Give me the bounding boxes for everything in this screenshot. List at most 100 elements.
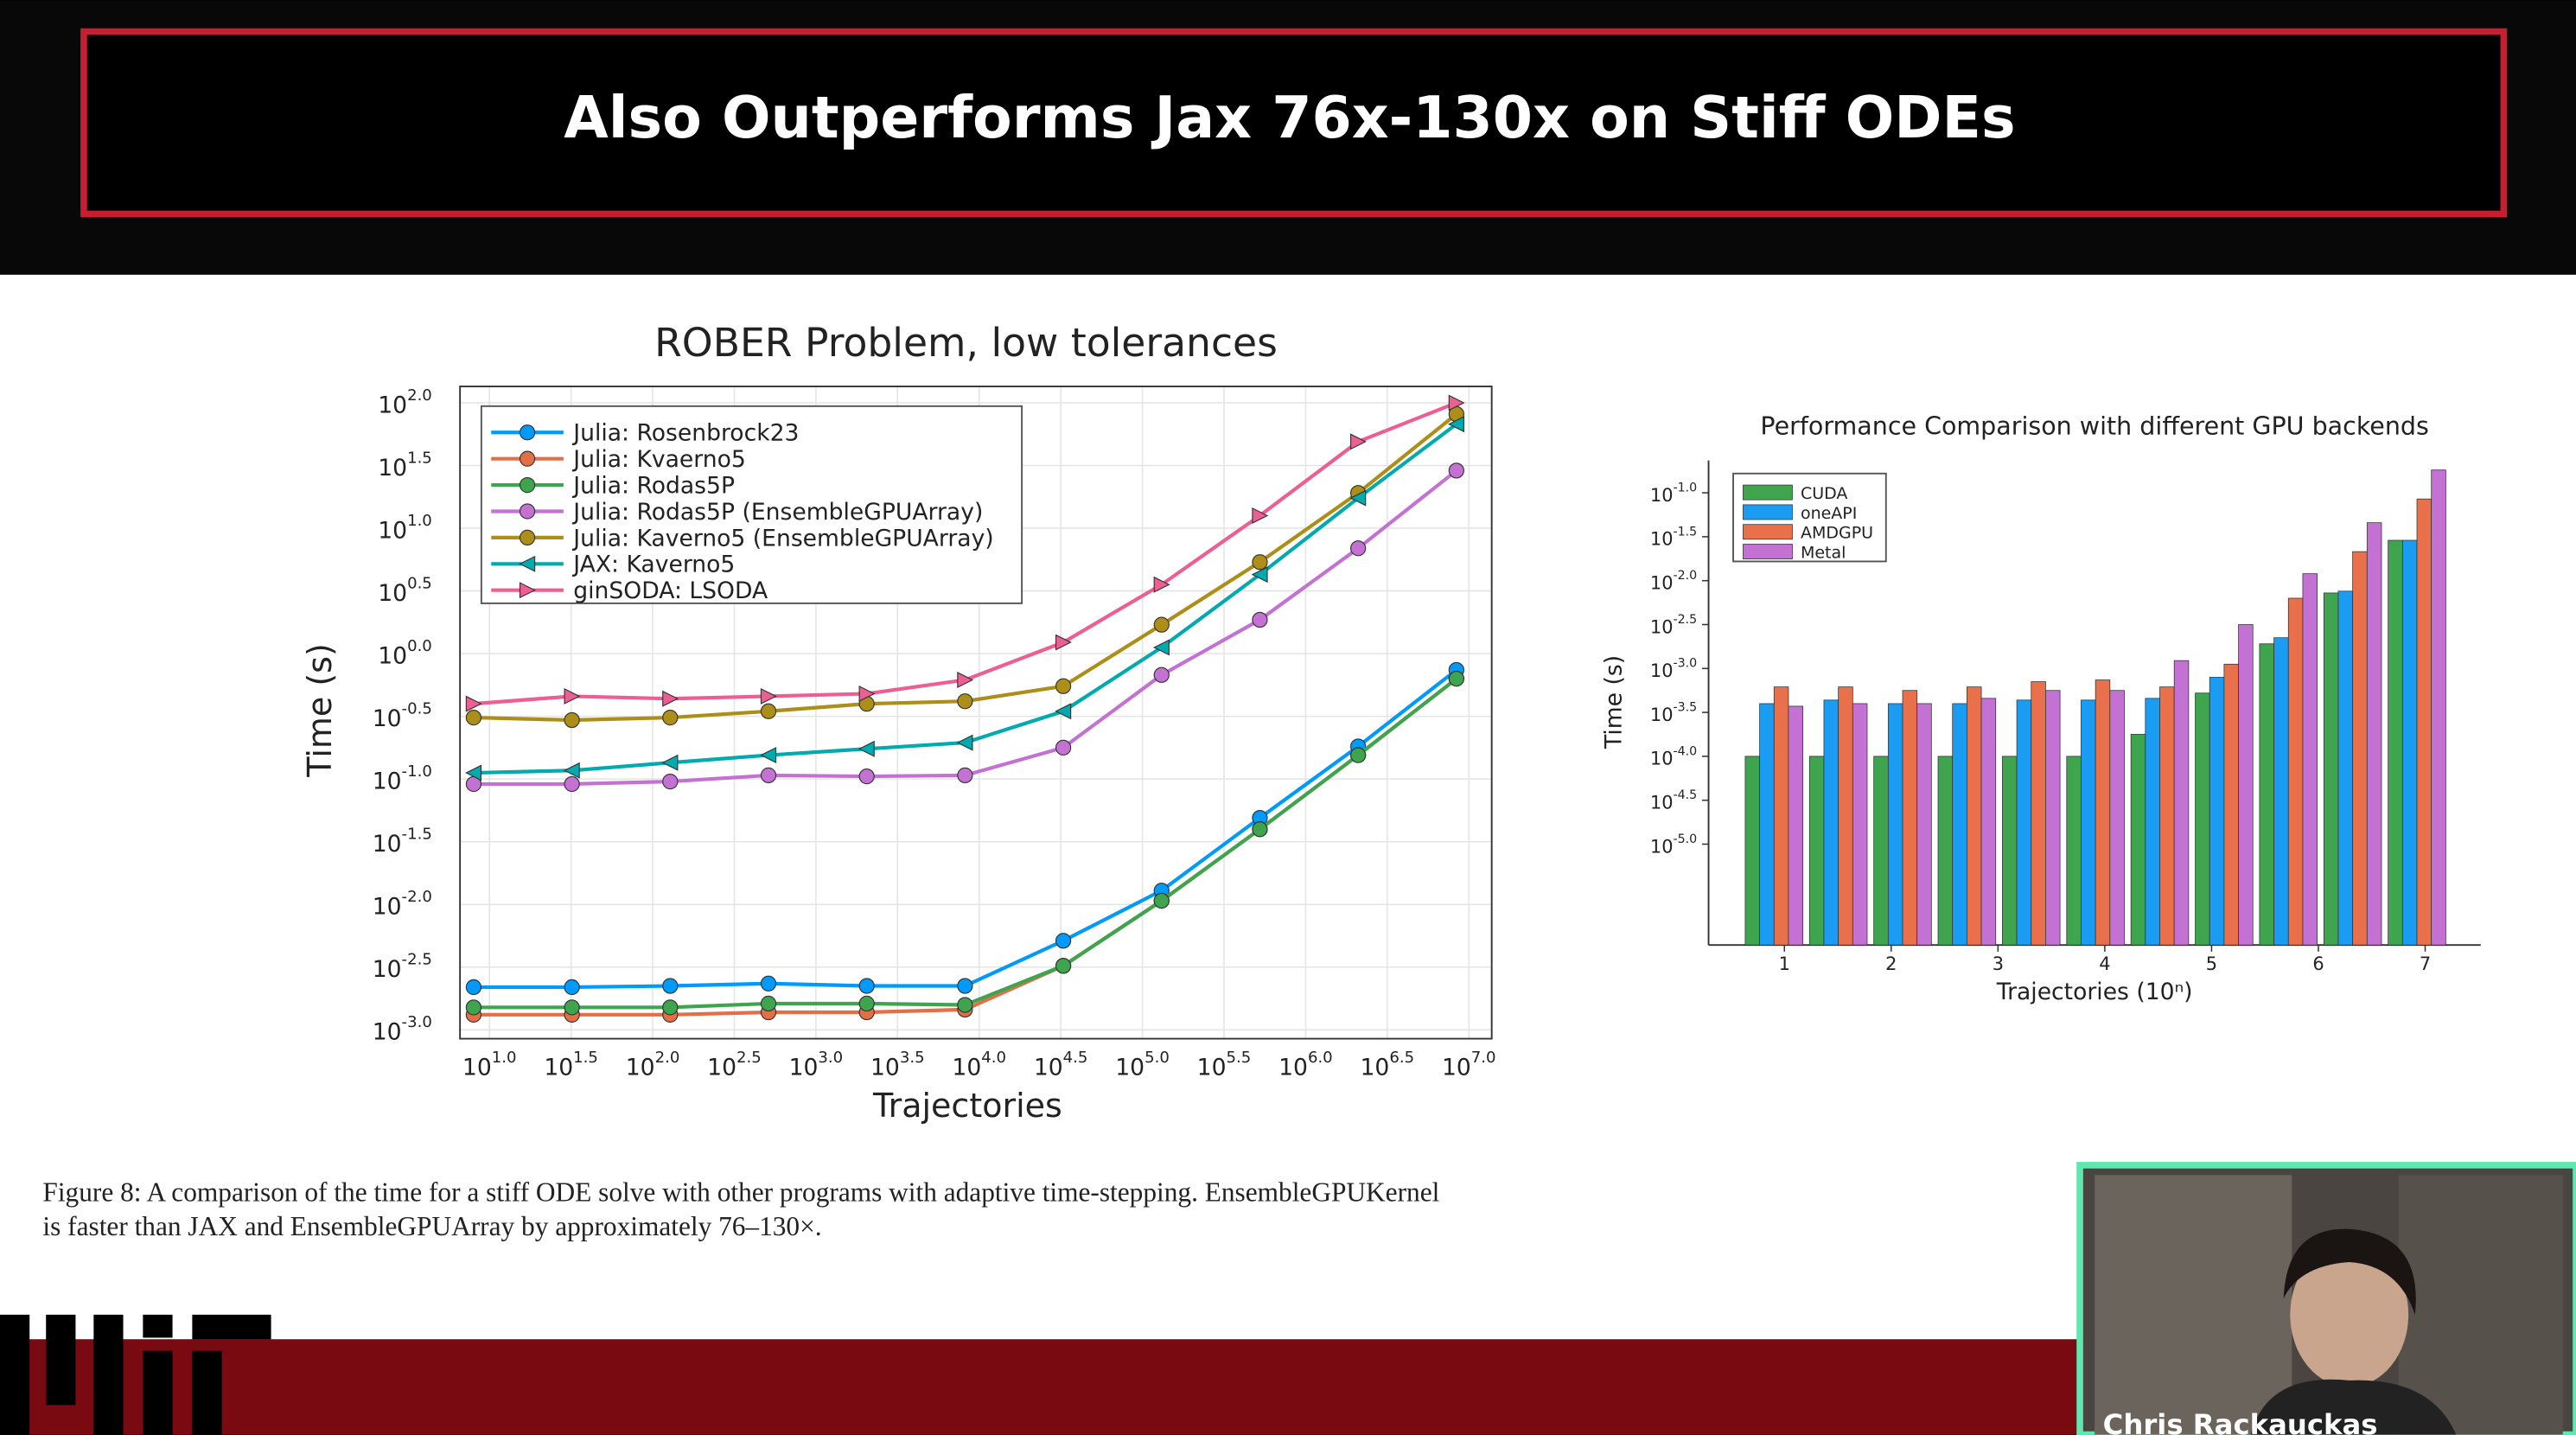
- bar: [2159, 686, 2175, 946]
- bar: [1887, 703, 1903, 946]
- bar: [2273, 637, 2289, 946]
- bar: [1937, 756, 1954, 946]
- bar: [2031, 681, 2046, 946]
- marker: [1055, 634, 1072, 651]
- y-axis-label: Time (s): [301, 643, 339, 778]
- bar: [2302, 573, 2318, 946]
- bar: [2173, 660, 2190, 946]
- legend-swatch: [1743, 504, 1793, 520]
- tick-exponent: -4.5: [1674, 788, 1698, 802]
- marker: [1448, 462, 1464, 479]
- marker: [662, 709, 679, 726]
- marker: [760, 767, 777, 784]
- bar: [1788, 705, 1804, 946]
- tick-exponent: 0.0: [407, 637, 432, 655]
- bar: [2045, 690, 2061, 946]
- marker: [1152, 639, 1170, 656]
- tick-exponent: -3.5: [1674, 700, 1698, 714]
- marker: [465, 695, 482, 712]
- marker: [519, 424, 536, 441]
- bar: [2352, 551, 2368, 946]
- bar: [1916, 703, 1932, 946]
- bar: [1967, 686, 1982, 946]
- caption-line: is faster than JAX and EnsembleGPUArray …: [42, 1211, 821, 1241]
- y-axis-label: Time (s): [1601, 655, 1628, 749]
- marker: [1153, 576, 1170, 593]
- tick-exponent: 2.0: [655, 1049, 680, 1067]
- tick-exponent: -2.0: [1674, 569, 1698, 583]
- bar: [2388, 539, 2403, 946]
- marker: [1055, 678, 1072, 694]
- tick-exponent: 2.5: [736, 1049, 762, 1067]
- legend-swatch: [1743, 484, 1793, 501]
- bar: [2109, 690, 2125, 946]
- bar: [1952, 703, 1967, 946]
- marker: [1055, 958, 1072, 974]
- bar: [1823, 699, 1840, 946]
- tick-exponent: 7.0: [1471, 1049, 1496, 1067]
- x-tick-label: 10^2.5: [707, 1049, 762, 1081]
- marker: [564, 775, 580, 793]
- bar: [2238, 624, 2254, 946]
- marker: [465, 709, 482, 726]
- bar: [1744, 756, 1760, 946]
- tick-exponent: 5.5: [1227, 1049, 1252, 1067]
- marker: [519, 476, 536, 494]
- speaker-name: Chris Rackauckas: [2103, 1408, 2378, 1435]
- tick-exponent: -1.0: [1674, 481, 1698, 494]
- x-tick-label: 1: [1779, 953, 1790, 974]
- legend-label: JAX: Kaverno5: [571, 552, 735, 578]
- marker: [1350, 433, 1367, 450]
- tick-exponent: 1.5: [407, 449, 432, 467]
- marker: [760, 995, 777, 1012]
- bar: [2401, 539, 2418, 946]
- bar: [1852, 703, 1868, 946]
- marker: [760, 747, 777, 764]
- marker: [564, 687, 581, 705]
- marker: [564, 979, 580, 996]
- marker: [519, 582, 536, 599]
- x-tick-label: 4: [2099, 953, 2110, 974]
- tick-exponent: 1.0: [407, 512, 432, 530]
- bar: [2066, 756, 2082, 946]
- legend-label: oneAPI: [1801, 504, 1857, 523]
- bar: [2366, 522, 2382, 946]
- bar: [2259, 643, 2274, 946]
- marker: [956, 734, 973, 751]
- tick-exponent: -4.0: [1674, 744, 1698, 758]
- plot-frame: [459, 386, 1493, 1040]
- marker: [662, 690, 679, 707]
- tick-exponent: 1.0: [492, 1049, 517, 1067]
- marker: [1349, 489, 1367, 507]
- marker: [519, 450, 536, 467]
- marker: [1055, 739, 1072, 756]
- bar: [2209, 677, 2225, 946]
- marker: [760, 687, 777, 705]
- tick-exponent: 4.0: [981, 1049, 1006, 1067]
- marker: [858, 768, 875, 785]
- y-tick-label: 10^1.0: [378, 512, 432, 544]
- caption-line: Figure 8: A comparison of the time for a…: [42, 1177, 1439, 1207]
- title-frame: [80, 28, 2508, 218]
- tick-exponent: 0.5: [407, 574, 432, 592]
- marker: [662, 773, 679, 790]
- legend-label: AMDGPU: [1801, 524, 1873, 543]
- bar: [1980, 698, 1997, 946]
- marker: [957, 997, 973, 1013]
- marker: [1252, 611, 1268, 628]
- marker: [858, 740, 875, 757]
- marker: [957, 672, 974, 688]
- tick-exponent: -2.5: [402, 951, 432, 969]
- bar: [1873, 756, 1889, 946]
- bar: [2145, 698, 2160, 946]
- marker: [1153, 892, 1170, 909]
- x-tick-label: 3: [1993, 953, 2004, 974]
- marker: [1252, 821, 1268, 838]
- tick-exponent: 6.0: [1308, 1049, 1333, 1067]
- bar: [2287, 597, 2304, 946]
- tick-exponent: -3.0: [1674, 657, 1698, 671]
- marker: [465, 979, 482, 996]
- bar: [2337, 590, 2354, 946]
- x-axis-label: Trajectories: [872, 1087, 1062, 1125]
- bar: [1838, 686, 1853, 946]
